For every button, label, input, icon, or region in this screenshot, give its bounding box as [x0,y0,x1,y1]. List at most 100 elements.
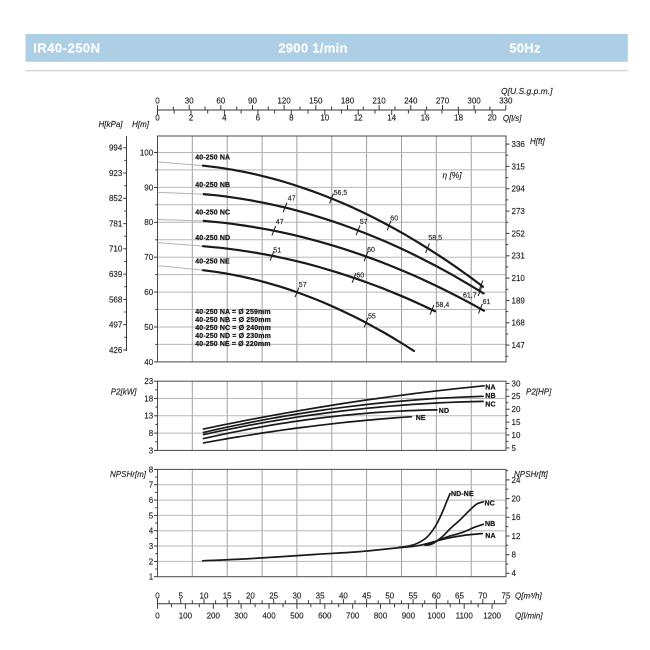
svg-text:168: 168 [512,319,526,328]
svg-text:200: 200 [207,611,221,620]
svg-text:16: 16 [512,513,521,522]
svg-text:NB: NB [485,521,495,528]
svg-text:35: 35 [316,591,325,600]
svg-text:45: 45 [362,591,371,600]
svg-text:568: 568 [109,295,123,304]
svg-text:57: 57 [360,219,368,226]
svg-text:781: 781 [109,220,123,229]
svg-text:NPSHr[ft]: NPSHr[ft] [514,470,549,479]
svg-text:7: 7 [149,481,154,490]
svg-text:5: 5 [512,444,517,453]
svg-text:4: 4 [149,527,154,536]
svg-text:500: 500 [290,611,304,620]
svg-text:10: 10 [512,431,521,440]
svg-text:147: 147 [512,341,526,350]
svg-text:47: 47 [276,219,284,226]
svg-text:25: 25 [512,392,521,401]
svg-text:1100: 1100 [456,611,474,620]
svg-text:40: 40 [339,591,348,600]
svg-text:H[m]: H[m] [132,120,150,129]
svg-text:2900 1/min: 2900 1/min [278,41,348,56]
svg-text:800: 800 [374,611,388,620]
svg-text:40-250 NB: 40-250 NB [195,182,230,189]
svg-text:3: 3 [149,542,154,551]
svg-text:Q[m³/h]: Q[m³/h] [515,591,542,600]
svg-text:50: 50 [385,591,394,600]
svg-text:15: 15 [512,418,521,427]
svg-text:H[kPa]: H[kPa] [98,120,123,129]
svg-text:40-250 NA = Ø 259mm: 40-250 NA = Ø 259mm [195,309,270,316]
svg-text:61: 61 [483,299,491,306]
svg-text:1000: 1000 [427,611,445,620]
svg-text:51: 51 [273,247,281,254]
svg-text:100: 100 [140,148,154,157]
svg-text:30: 30 [292,591,301,600]
svg-text:NE: NE [416,415,426,422]
svg-text:315: 315 [512,162,526,171]
svg-text:40-250 NE: 40-250 NE [195,258,230,265]
svg-text:NC: NC [485,500,495,507]
svg-text:60: 60 [367,247,375,254]
svg-text:58,5: 58,5 [428,235,442,242]
svg-text:40-250 NC: 40-250 NC [195,209,230,216]
svg-text:40-250 NB = Ø 250mm: 40-250 NB = Ø 250mm [195,317,271,324]
svg-text:NPSHr[m]: NPSHr[m] [110,470,147,479]
svg-text:18: 18 [144,394,153,403]
svg-text:ND: ND [439,408,449,415]
svg-text:50: 50 [144,323,153,332]
svg-text:14: 14 [387,114,396,123]
svg-text:H[ft]: H[ft] [530,137,545,146]
svg-text:12: 12 [354,114,363,123]
svg-text:30: 30 [185,97,194,106]
svg-text:60: 60 [432,591,441,600]
svg-text:NB: NB [485,393,495,400]
svg-text:20: 20 [512,495,521,504]
svg-text:57: 57 [299,282,307,289]
svg-text:1200: 1200 [483,611,501,620]
svg-text:15: 15 [223,591,232,600]
svg-text:56,5: 56,5 [334,190,348,197]
svg-text:13: 13 [144,412,153,421]
svg-text:NA: NA [485,533,495,540]
svg-text:47: 47 [288,195,296,202]
svg-text:70: 70 [144,253,153,262]
svg-text:210: 210 [512,274,526,283]
svg-text:40-250 ND = Ø 230mm: 40-250 ND = Ø 230mm [195,333,271,340]
svg-text:189: 189 [512,296,526,305]
svg-text:NA: NA [485,384,495,391]
svg-text:60: 60 [356,273,364,280]
svg-text:60: 60 [390,216,398,223]
svg-text:994: 994 [109,144,123,153]
svg-text:25: 25 [269,591,278,600]
svg-text:8: 8 [149,465,154,474]
svg-text:300: 300 [467,97,481,106]
svg-text:900: 900 [402,611,416,620]
svg-text:η [%]: η [%] [443,170,463,180]
svg-text:60: 60 [144,288,153,297]
svg-text:55: 55 [409,591,418,600]
svg-text:180: 180 [341,97,355,106]
svg-text:40-250 NA: 40-250 NA [195,155,230,162]
svg-text:1: 1 [149,573,154,582]
svg-text:16: 16 [421,114,430,123]
svg-text:P2[HP]: P2[HP] [526,388,552,397]
svg-text:70: 70 [478,591,487,600]
svg-text:923: 923 [109,169,123,178]
svg-text:61,7: 61,7 [463,293,477,300]
svg-text:6: 6 [256,114,261,123]
svg-text:8: 8 [149,429,154,438]
svg-text:600: 600 [318,611,332,620]
svg-text:30: 30 [512,379,521,388]
svg-text:50Hz: 50Hz [509,41,541,56]
svg-text:5: 5 [149,511,154,520]
svg-text:0: 0 [155,114,160,123]
svg-text:55: 55 [368,314,376,321]
svg-text:4: 4 [512,569,517,578]
svg-text:8: 8 [512,551,517,560]
svg-text:20: 20 [246,591,255,600]
svg-text:10: 10 [320,114,329,123]
svg-text:12: 12 [512,532,521,541]
svg-text:18: 18 [454,114,463,123]
svg-text:40: 40 [144,358,153,367]
svg-text:231: 231 [512,252,526,261]
